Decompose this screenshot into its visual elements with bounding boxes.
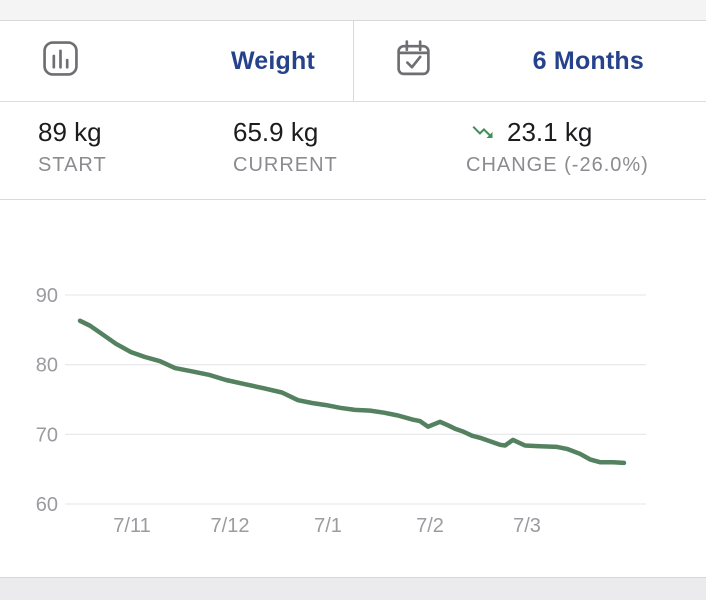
x-axis-tick-label: 7/1 bbox=[314, 515, 342, 537]
weight-line bbox=[77, 318, 627, 466]
metric-label: Weight bbox=[230, 46, 315, 75]
stat-change: 23.1 kg CHANGE (-26.0%) bbox=[466, 116, 649, 177]
current-label: CURRENT bbox=[233, 154, 338, 176]
y-axis-tick-label: 70 bbox=[36, 424, 58, 446]
y-axis-tick-label: 80 bbox=[36, 355, 58, 377]
metric-selector[interactable]: Weight bbox=[0, 21, 353, 101]
bar-chart-icon bbox=[42, 40, 79, 82]
range-label: 6 Months bbox=[532, 46, 644, 75]
y-axis-tick-label: 90 bbox=[36, 285, 58, 307]
range-selector[interactable]: 6 Months bbox=[353, 21, 706, 101]
bottom-inset-strip bbox=[0, 577, 706, 600]
chart-section: 90 80 70 60 7/11 7/12 7/1 7/2 7/3 bbox=[0, 200, 706, 577]
x-axis-tick-label: 7/12 bbox=[211, 515, 250, 537]
summary-stats-bar: 89 kg START 65.9 kg CURRENT 23.1 kg CHAN… bbox=[0, 102, 706, 200]
change-value: 23.1 kg bbox=[507, 117, 593, 147]
chart-header-bar: Weight 6 Months bbox=[0, 21, 706, 102]
calendar-check-icon bbox=[394, 39, 433, 83]
start-value: 89 kg bbox=[38, 117, 102, 147]
start-label: START bbox=[38, 154, 107, 176]
x-axis-tick-label: 7/3 bbox=[513, 515, 541, 537]
x-axis-tick-label: 7/11 bbox=[113, 515, 150, 537]
current-value: 65.9 kg bbox=[233, 117, 319, 147]
x-axis-tick-label: 7/2 bbox=[416, 515, 444, 537]
stat-current: 65.9 kg CURRENT bbox=[233, 116, 338, 177]
weight-chart[interactable]: 90 80 70 60 7/11 7/12 7/1 7/2 7/3 bbox=[0, 200, 706, 577]
change-value-row: 23.1 kg bbox=[466, 116, 649, 148]
change-label: CHANGE (-26.0%) bbox=[466, 154, 649, 176]
y-axis-tick-label: 60 bbox=[36, 494, 58, 516]
trending-down-icon bbox=[466, 120, 499, 144]
top-inset-strip bbox=[0, 0, 706, 21]
stat-start: 89 kg START bbox=[38, 116, 107, 177]
